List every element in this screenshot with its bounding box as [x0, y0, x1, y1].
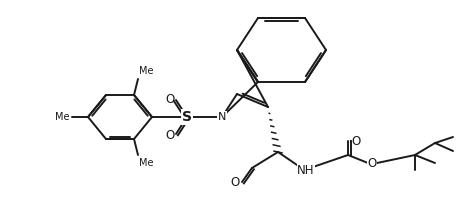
Text: O: O [351, 134, 361, 147]
Text: S: S [182, 110, 192, 124]
Text: O: O [165, 128, 175, 141]
Text: Me: Me [139, 66, 153, 76]
Text: Me: Me [139, 158, 153, 168]
Text: O: O [165, 92, 175, 106]
Text: O: O [230, 176, 239, 189]
Text: NH: NH [297, 163, 315, 176]
Text: O: O [367, 156, 377, 169]
Text: Me: Me [56, 112, 70, 122]
Text: N: N [218, 112, 226, 122]
